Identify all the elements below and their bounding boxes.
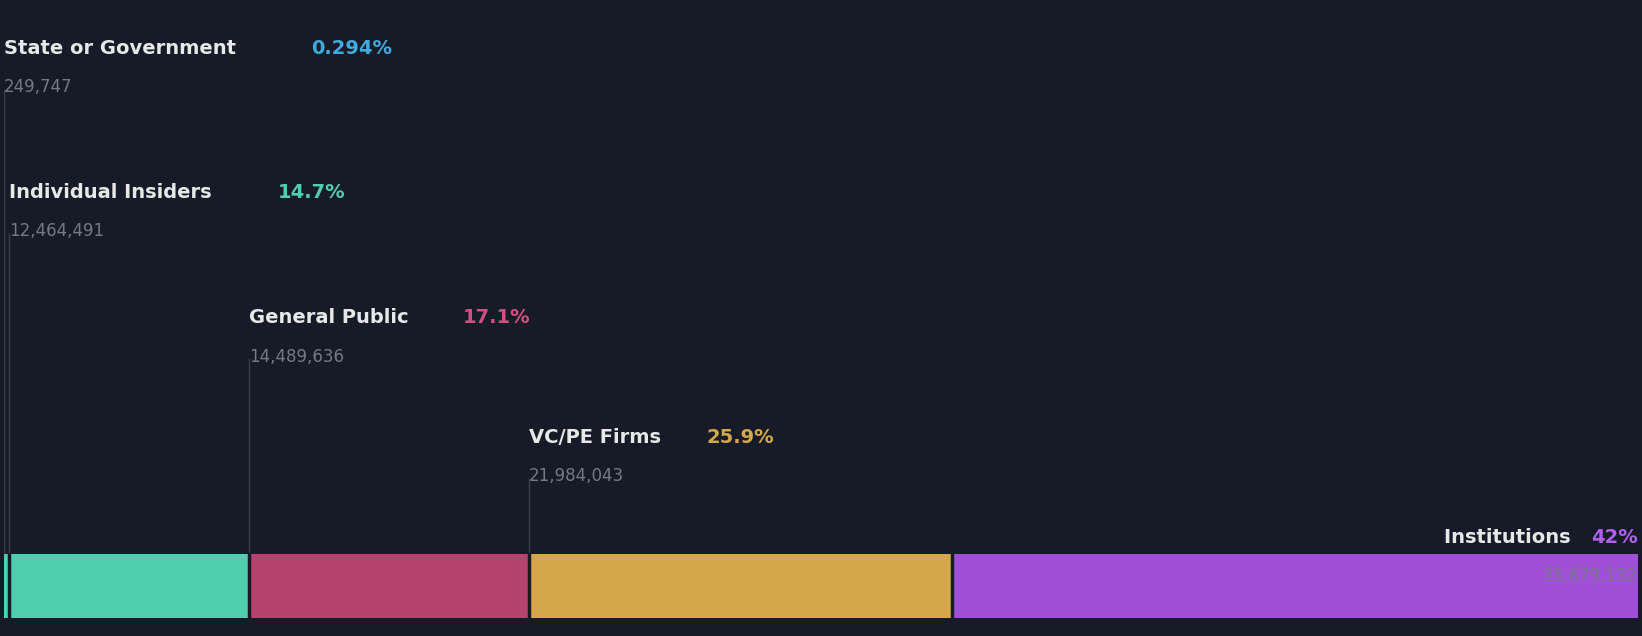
Bar <box>529 555 952 618</box>
Text: 14.7%: 14.7% <box>277 183 345 202</box>
Text: 42%: 42% <box>1591 528 1637 547</box>
Bar <box>8 555 250 618</box>
Text: 12,464,491: 12,464,491 <box>8 222 103 240</box>
Text: 0.294%: 0.294% <box>310 39 392 57</box>
Text: VC/PE Firms: VC/PE Firms <box>529 427 667 446</box>
Text: 25.9%: 25.9% <box>706 427 775 446</box>
Text: 14,489,636: 14,489,636 <box>250 348 345 366</box>
Text: State or Government: State or Government <box>5 39 243 57</box>
Bar <box>952 555 1637 618</box>
Text: General Public: General Public <box>250 308 415 328</box>
Text: Individual Insiders: Individual Insiders <box>8 183 218 202</box>
Text: 249,747: 249,747 <box>5 78 72 96</box>
Bar <box>250 555 529 618</box>
Text: 17.1%: 17.1% <box>463 308 530 328</box>
Text: Institutions: Institutions <box>1445 528 1578 547</box>
Text: 21,984,043: 21,984,043 <box>529 467 624 485</box>
Bar <box>5 555 8 618</box>
Text: 35,679,132: 35,679,132 <box>1542 567 1637 585</box>
